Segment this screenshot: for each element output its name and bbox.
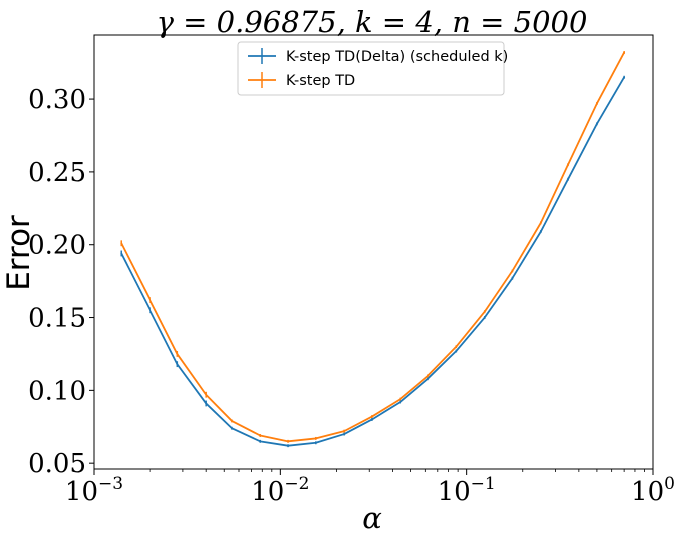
data-point [314,437,317,440]
data-point [623,76,626,79]
data-point [149,299,151,301]
data-point [205,402,208,405]
x-tick-label: 10−2 [251,474,309,507]
data-point [287,444,289,447]
data-point [427,374,429,377]
data-point [511,270,514,272]
data-point [596,122,598,125]
data-point [314,441,317,444]
data-point [259,440,262,443]
axes-frame [93,34,654,470]
data-point [567,163,569,166]
chart-title: γ = 0.96875, k = 4, n = 5000 [157,5,588,39]
data-point [205,393,208,396]
data-point [149,309,151,312]
legend-entry-1: K-step TD [248,72,355,89]
data-point [455,345,458,348]
x-tick-base: 10 [631,477,664,507]
data-point [511,277,514,280]
data-point [370,418,373,421]
data-point [455,350,458,352]
data-point [120,252,123,255]
data-point [176,353,179,355]
series-0 [120,75,626,448]
legend-box [237,41,505,96]
x-tick-exponent: −2 [284,474,309,494]
data-point [399,398,402,400]
x-tick-base: 10 [65,477,98,507]
series-line-1 [120,52,625,443]
y-tick-label: 0.05 [28,449,86,479]
x-tick-exponent: −3 [98,474,123,494]
x-tick-label: 10−3 [65,474,123,507]
data-point [231,427,233,430]
y-tick-label: 0.15 [28,304,86,334]
y-tick-label: 0.25 [28,158,86,188]
x-tick-label: 100 [631,474,674,507]
data-point [399,401,402,403]
data-point [176,363,179,366]
data-point [539,221,542,224]
legend-entry-0: K-step TD(Delta) (scheduled k) [248,48,508,65]
y-tick-label: 0.10 [28,376,86,406]
data-point [343,433,346,435]
x-tick-label: 10−1 [438,474,496,507]
data-point [343,430,346,433]
data-point [483,310,486,313]
y-tick-label: 0.30 [28,85,86,115]
x-tick-exponent: 0 [664,474,674,494]
data-point [596,102,598,105]
x-tick-exponent: −1 [471,474,496,494]
series-line-0 [120,76,625,447]
y-axis-label: Error [1,215,37,291]
data-point [120,242,123,245]
data-point [259,434,262,437]
legend: K-step TD(Delta) (scheduled k) K-step TD [237,41,508,96]
x-tick-base: 10 [251,477,284,507]
legend-label-0: K-step TD(Delta) (scheduled k) [286,49,508,65]
x-axis-label: α [362,501,382,535]
series-1 [120,51,626,443]
data-point [567,178,569,181]
y-tick-label: 0.20 [28,231,86,261]
legend-label-1: K-step TD [286,73,355,89]
data-point [483,316,486,319]
x-tick-base: 10 [438,477,471,507]
data-point [539,230,542,233]
data-point [623,51,626,54]
data-point [427,377,429,380]
data-point [287,440,289,443]
data-point [231,420,233,422]
data-point [370,415,373,418]
